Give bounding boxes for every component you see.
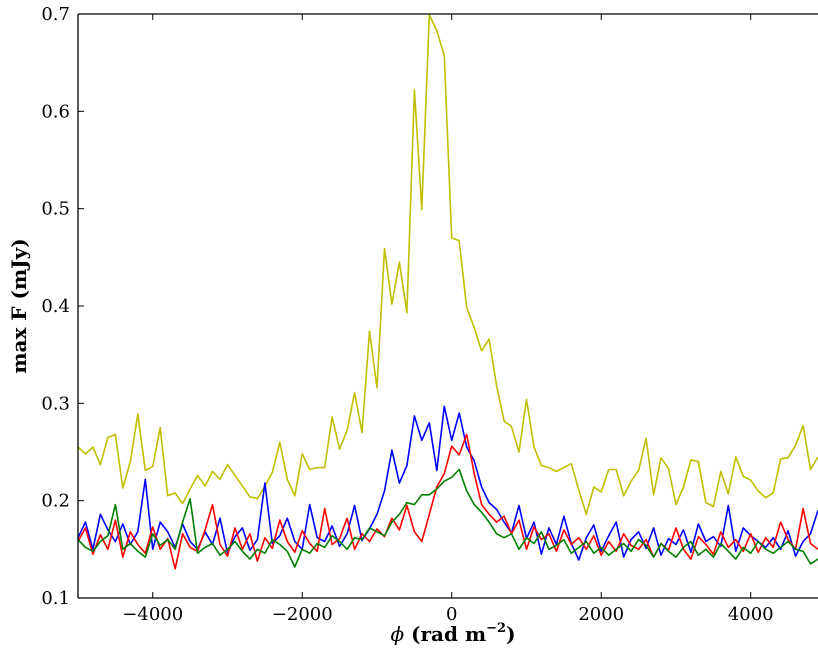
y-tick-label: 0.2 bbox=[41, 491, 70, 512]
x-axis-title: ϕ (rad m−2) bbox=[390, 621, 515, 646]
series-line-3 bbox=[77, 468, 818, 568]
plot-background bbox=[78, 14, 818, 598]
y-tick-label: 0.4 bbox=[41, 296, 70, 317]
x-axis-title-text: (rad m bbox=[404, 622, 486, 646]
series-layer bbox=[77, 14, 818, 570]
x-tick-label: −4000 bbox=[122, 604, 183, 625]
x-tick-label: 0 bbox=[446, 604, 457, 625]
x-axis-title-exponent: −2 bbox=[486, 621, 506, 636]
x-tick-label: −2000 bbox=[272, 604, 333, 625]
x-tick-label: 4000 bbox=[728, 604, 774, 625]
y-tick-label: 0.3 bbox=[41, 393, 70, 414]
x-axis: −4000 −2000 0 2000 4000 bbox=[122, 14, 774, 625]
y-axis: 0.1 0.2 0.3 0.4 0.5 0.6 0.7 bbox=[41, 4, 84, 609]
y-tick-label: 0.5 bbox=[41, 199, 70, 220]
y-tick-label: 0.1 bbox=[41, 588, 70, 609]
x-axis-title-close: ) bbox=[506, 622, 515, 646]
y-tick-label: 0.7 bbox=[41, 4, 70, 25]
x-axis-title-symbol: ϕ bbox=[390, 622, 404, 646]
x-tick-label: 2000 bbox=[578, 604, 624, 625]
y-tick-label: 0.6 bbox=[41, 101, 70, 122]
series-line-0 bbox=[77, 14, 818, 516]
y-axis-title: max F (mJy) bbox=[7, 238, 31, 373]
